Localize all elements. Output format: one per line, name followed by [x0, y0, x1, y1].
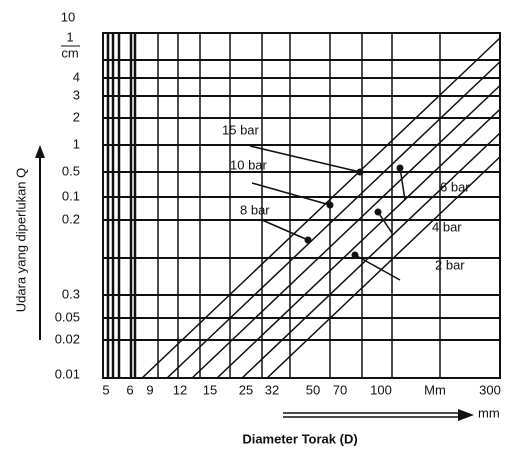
leader [354, 254, 401, 281]
x-label: 12 [173, 382, 187, 397]
line-label: 4 bar [432, 219, 462, 234]
x-label: 9 [146, 382, 153, 397]
y-arrow-head [35, 145, 45, 158]
x-label: 5 [102, 382, 109, 397]
y-label: 0.5 [62, 163, 80, 178]
y-label: 0.1 [62, 188, 80, 203]
leader-dot [351, 251, 359, 259]
pressure-line [166, 60, 500, 378]
x-unit: mm [478, 405, 500, 420]
y-label: 4 [73, 69, 80, 84]
y-fraction-num: 1 [66, 29, 73, 44]
pressure-line [241, 131, 500, 378]
x-arrow-head [458, 409, 474, 421]
pressure-line [216, 108, 500, 378]
y-label: 0.05 [55, 309, 80, 324]
grid [103, 33, 500, 378]
x-label: 15 [203, 382, 217, 397]
pressure-line [191, 84, 500, 378]
y-fraction-den: cm [61, 45, 78, 60]
leader-dot [396, 164, 404, 172]
plot-frame [102, 32, 501, 379]
x-label: 50 [306, 382, 320, 397]
x-label: 6 [126, 382, 133, 397]
y-axis-title: Udara yang diperlukan Q [13, 168, 28, 313]
line-label: 15 bar [222, 122, 260, 137]
x-label: 25 [239, 382, 253, 397]
y-label: 1 [73, 136, 80, 151]
line-label: 8 bar [240, 202, 270, 217]
pressure-line [266, 155, 500, 378]
leader [251, 182, 331, 206]
leader-dot [304, 236, 312, 244]
y-label: 0.2 [62, 211, 80, 226]
leader [261, 219, 309, 241]
x-label: 300 [479, 382, 501, 397]
leader [249, 145, 361, 173]
y-label: 3 [73, 87, 80, 102]
leader-dot [356, 168, 364, 176]
y-label: 0.01 [55, 366, 80, 381]
pressure-line [141, 36, 500, 378]
leader [377, 211, 393, 234]
x-label: 32 [265, 382, 279, 397]
leader-dot [326, 201, 334, 209]
x-label: 100 [370, 382, 392, 397]
y-label: 2 [73, 109, 80, 124]
leader-dot [374, 208, 382, 216]
line-label: 10 bar [230, 157, 268, 172]
y-top-label: 10 [61, 9, 75, 24]
pressure-lines [141, 36, 500, 378]
x-label: 70 [333, 382, 347, 397]
line-label: 2 bar [435, 257, 465, 272]
leader [399, 167, 406, 201]
y-label: 0.02 [55, 331, 80, 346]
line-label: 6 bar [440, 179, 470, 194]
x-axis-title: Diameter Torak (D) [242, 431, 357, 446]
x-label: Mm [424, 382, 446, 397]
y-label: 0.3 [62, 286, 80, 301]
